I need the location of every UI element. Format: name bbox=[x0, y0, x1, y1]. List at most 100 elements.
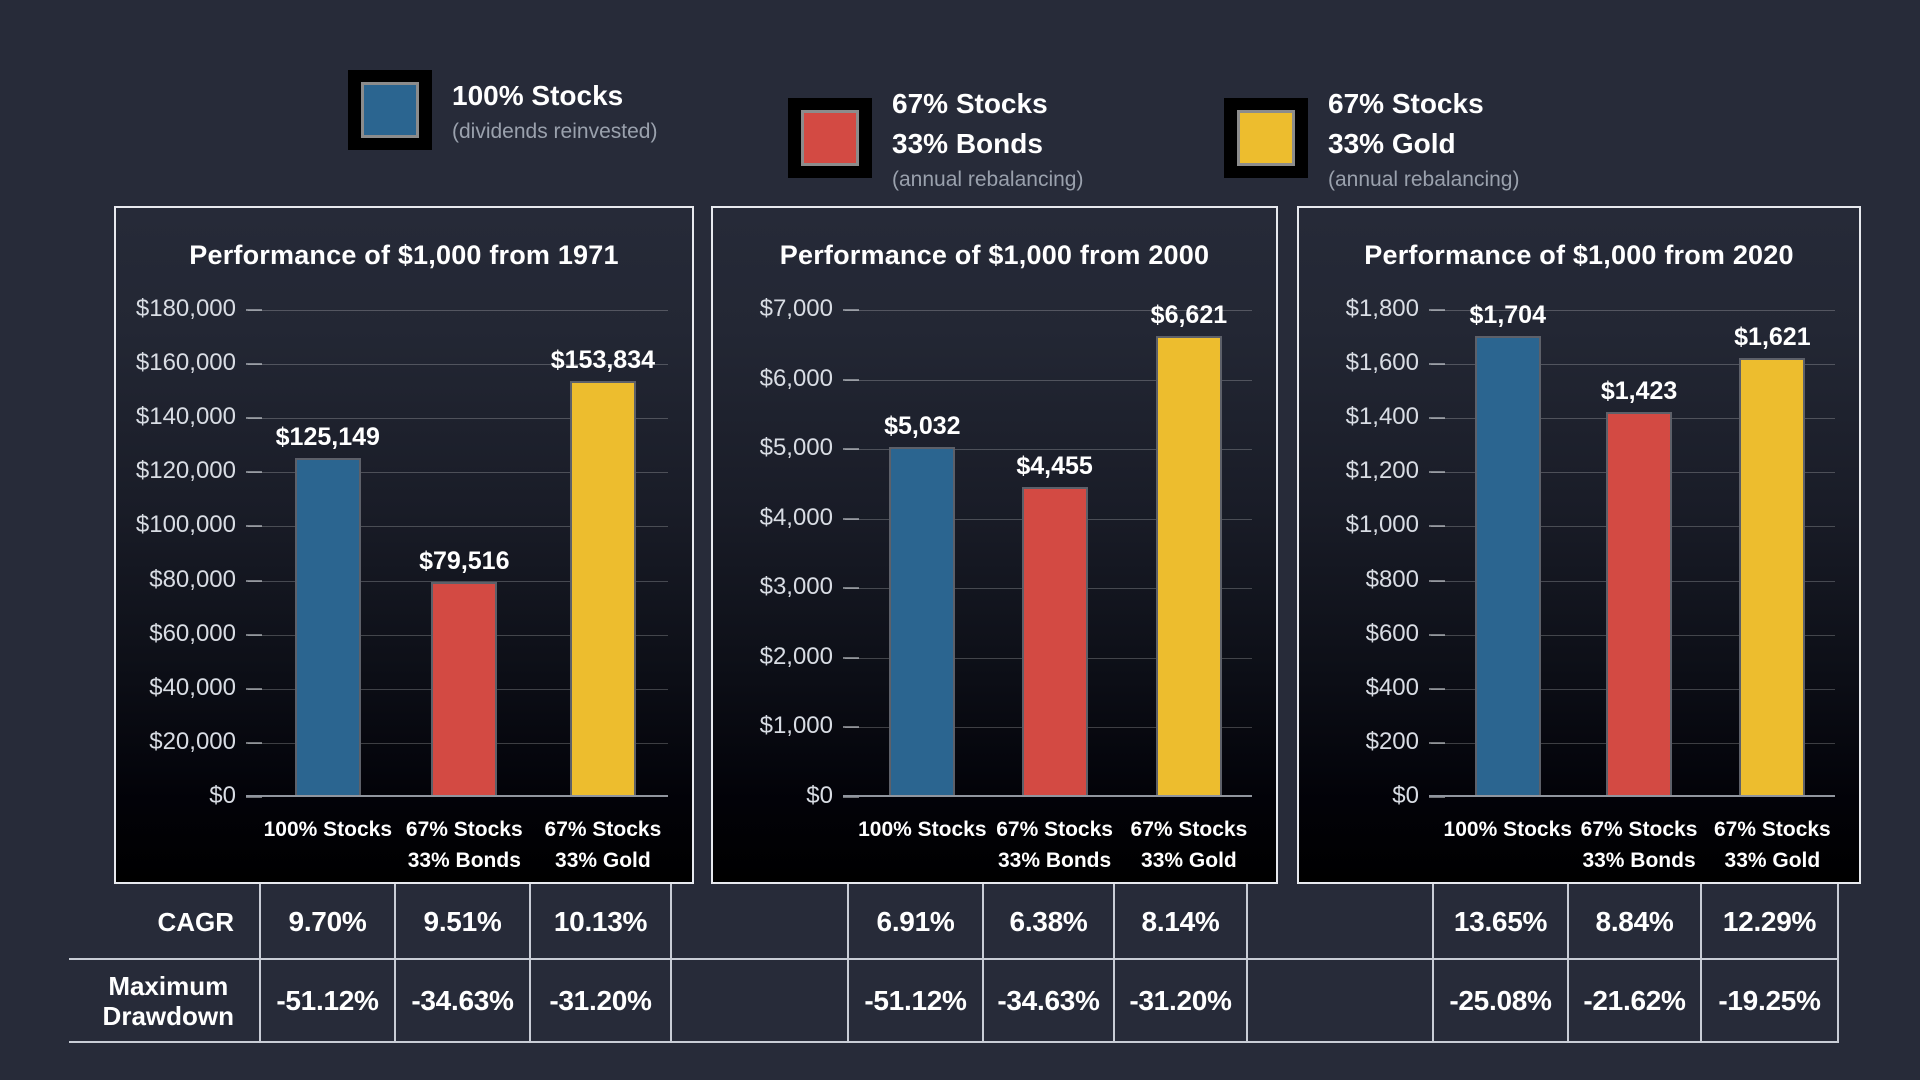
bar: $1,621 bbox=[1734, 323, 1811, 797]
y-tick-label: $1,200 bbox=[1345, 457, 1419, 485]
y-tick-mark bbox=[246, 309, 262, 311]
legend-label-line: 67% Stocks bbox=[1328, 88, 1484, 119]
legend-item-100-stocks: 100% Stocks (dividends reinvested) bbox=[348, 70, 657, 150]
chart-title: Performance of $1,000 from 2020 bbox=[1364, 240, 1794, 270]
table-cell: 8.14% bbox=[1141, 905, 1220, 937]
table-vertical-line bbox=[1700, 884, 1702, 1043]
plot-area: $180,000 $160,000 $140,000 $120,000 $100,000… bbox=[136, 295, 668, 809]
y-tick-label: $0 bbox=[1392, 782, 1419, 809]
y-tick-label: $400 bbox=[1365, 673, 1419, 701]
y-tick-mark bbox=[843, 587, 859, 590]
x-category-label-line: 67% Stocks bbox=[544, 818, 662, 841]
table-vertical-line bbox=[1246, 884, 1248, 1043]
y-tick-mark bbox=[246, 796, 262, 798]
legend-text: 67% Stocks 33% Bonds (annual rebalancing) bbox=[892, 84, 1083, 192]
x-category-label-line: 33% Bonds bbox=[1582, 849, 1696, 872]
x-category-label: 67% Stocks 33% Gold bbox=[1672, 814, 1872, 876]
legend-label-line: 33% Gold bbox=[1328, 128, 1456, 159]
bar: $6,621 bbox=[1151, 301, 1227, 797]
x-category-label-line: 33% Gold bbox=[1141, 849, 1237, 872]
x-category-label: 67% Stocks 33% Bonds bbox=[1539, 814, 1739, 876]
bar: $79,516 bbox=[419, 547, 509, 797]
gridline bbox=[845, 449, 1252, 451]
y-tick-label: $1,600 bbox=[1345, 349, 1419, 377]
chart-panel-2020: Performance of $1,000 from 2020 $1,800 $1… bbox=[1297, 206, 1861, 884]
y-tick-mark bbox=[1429, 363, 1445, 366]
table-row-divider bbox=[69, 958, 1838, 960]
table-row-label-text: Maximum Drawdown bbox=[103, 971, 234, 1031]
table-cell: -31.20% bbox=[1129, 985, 1232, 1016]
y-tick-mark bbox=[246, 471, 262, 474]
legend-label: 67% Stocks 33% Bonds bbox=[892, 84, 1083, 164]
x-category-label-line: 33% Bonds bbox=[407, 849, 521, 872]
table-row-label: CAGR bbox=[69, 884, 260, 959]
legend-label-line: 67% Stocks bbox=[892, 88, 1048, 119]
y-tick-mark bbox=[1429, 525, 1445, 528]
table-vertical-line bbox=[847, 884, 849, 1043]
table-cell: 13.65% bbox=[1453, 905, 1548, 937]
chart-title: Performance of $1,000 from 2000 bbox=[779, 240, 1210, 270]
x-axis-line bbox=[246, 795, 668, 797]
y-tick-mark bbox=[246, 687, 262, 690]
table-cell: -25.08% bbox=[1449, 985, 1552, 1016]
y-tick-mark bbox=[843, 517, 859, 520]
chart-title: Performance of $1,000 from 1971 bbox=[189, 240, 619, 270]
y-tick-label: $160,000 bbox=[135, 349, 236, 377]
x-category-label-line: 100% Stocks bbox=[1443, 818, 1572, 841]
y-tick-label: $80,000 bbox=[149, 565, 236, 593]
y-tick-mark bbox=[843, 656, 859, 659]
legend-item-67-stocks-33-gold: 67% Stocks 33% Gold (annual rebalancing) bbox=[1224, 84, 1519, 192]
legend-sublabel: (annual rebalancing) bbox=[1328, 168, 1520, 191]
plot-area: $7,000 $6,000 $5,000 $4,000 $3,000 $2,000 $1,0… bbox=[760, 295, 1252, 809]
y-tick-label: $6,000 bbox=[759, 364, 833, 392]
table-vertical-line bbox=[529, 884, 531, 1043]
y-tick-label: $4,000 bbox=[759, 503, 833, 531]
table-cell: -51.12% bbox=[276, 985, 379, 1016]
bar-value-label: $79,516 bbox=[419, 546, 510, 575]
gridline bbox=[248, 310, 668, 311]
bar-value-label: $5,032 bbox=[884, 411, 961, 440]
legend-text: 100% Stocks (dividends reinvested) bbox=[452, 76, 657, 144]
table-cell: -31.20% bbox=[549, 985, 652, 1016]
x-category-label: 67% Stocks 33% Bonds bbox=[955, 814, 1155, 876]
table-cell: 10.13% bbox=[553, 905, 648, 937]
table-vertical-line bbox=[394, 884, 396, 1043]
plot-area: $1,800 $1,600 $1,400 $1,200 $1,000 $800 $600 $4… bbox=[1346, 295, 1835, 809]
x-category-label-line: 33% Gold bbox=[1724, 849, 1821, 872]
y-tick-mark bbox=[843, 448, 859, 451]
table-vertical-line bbox=[1113, 884, 1115, 1043]
x-category-label-line: 67% Stocks bbox=[996, 818, 1113, 841]
bar: $153,834 bbox=[551, 346, 655, 797]
gold-swatch-icon bbox=[1224, 98, 1308, 178]
y-tick-mark bbox=[1429, 579, 1445, 582]
table-cell: 12.29% bbox=[1722, 905, 1817, 937]
table-row-label-text: CAGR bbox=[157, 907, 234, 937]
red-swatch-icon bbox=[788, 98, 872, 178]
legend-label-line: 100% Stocks bbox=[452, 80, 624, 111]
x-category-label-line: 67% Stocks bbox=[1130, 818, 1248, 841]
x-category-label-line: 67% Stocks bbox=[1714, 818, 1831, 841]
y-tick-mark bbox=[246, 741, 262, 744]
stats-table: CAGR 9.70% 9.51% 10.13% 6.91% 6.38% 8.14% 13.65… bbox=[69, 884, 1839, 1043]
y-tick-label: $0 bbox=[209, 782, 236, 809]
legend-label: 67% Stocks 33% Gold bbox=[1328, 84, 1519, 164]
bar-value-label: $1,621 bbox=[1734, 323, 1811, 352]
x-category-label: 100% Stocks bbox=[228, 814, 428, 845]
y-tick-mark bbox=[843, 309, 859, 311]
chart-panel-2000: Performance of $1,000 from 2000 $7,000 $6… bbox=[711, 206, 1278, 884]
y-tick-mark bbox=[1429, 687, 1445, 690]
table-cell: 6.38% bbox=[1009, 905, 1088, 937]
x-axis-labels: 100% Stocks 67% Stocks 33% Bonds 67% Stocks… bbox=[1431, 814, 1835, 884]
table-vertical-line bbox=[982, 884, 984, 1043]
y-tick-mark bbox=[843, 796, 859, 798]
table-cell: 9.70% bbox=[288, 905, 367, 937]
table-cell: 9.51% bbox=[423, 905, 502, 937]
y-tick-label: $140,000 bbox=[135, 403, 236, 431]
gridline bbox=[845, 310, 1252, 311]
y-tick-mark bbox=[246, 525, 262, 528]
gridline bbox=[1431, 364, 1835, 366]
gridline bbox=[248, 526, 668, 528]
x-axis-line bbox=[1429, 795, 1835, 797]
y-tick-mark bbox=[1429, 633, 1445, 636]
gridline bbox=[248, 364, 668, 366]
